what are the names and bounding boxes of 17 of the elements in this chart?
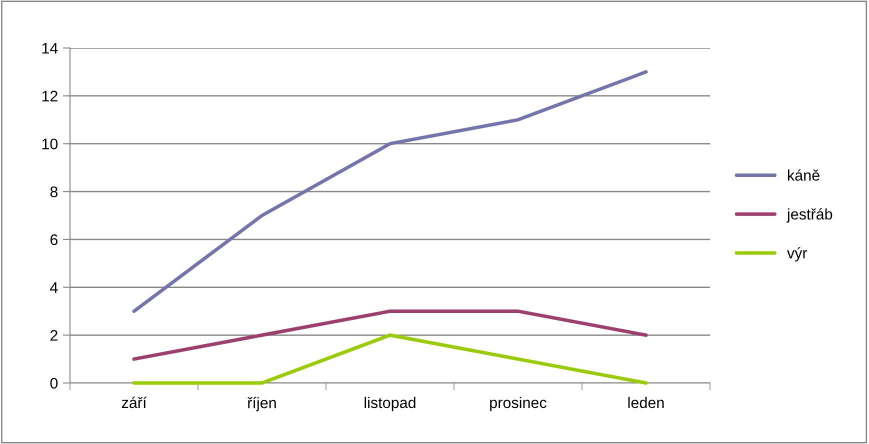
x-tick-label: prosinec bbox=[490, 396, 546, 412]
y-tick-label: 0 bbox=[50, 378, 58, 389]
y-tick-label: 2 bbox=[50, 330, 58, 341]
legend-label: jestřáb bbox=[786, 208, 832, 223]
x-tick-label: listopad bbox=[364, 396, 416, 412]
line-series bbox=[132, 70, 648, 313]
legend-label: výr bbox=[787, 247, 808, 262]
y-tick-label: 6 bbox=[50, 234, 58, 246]
x-tick-label: říjen bbox=[248, 396, 276, 412]
y-tick-label: 14 bbox=[42, 43, 58, 54]
x-tick-label: září bbox=[122, 396, 147, 408]
x-tick-label: leden bbox=[628, 396, 664, 408]
y-tick-label: 8 bbox=[50, 186, 58, 198]
y-tick-label: 10 bbox=[42, 138, 58, 150]
legend-label: káně bbox=[788, 169, 820, 181]
y-tick-label: 4 bbox=[50, 282, 58, 293]
y-tick-label: 12 bbox=[42, 90, 58, 102]
